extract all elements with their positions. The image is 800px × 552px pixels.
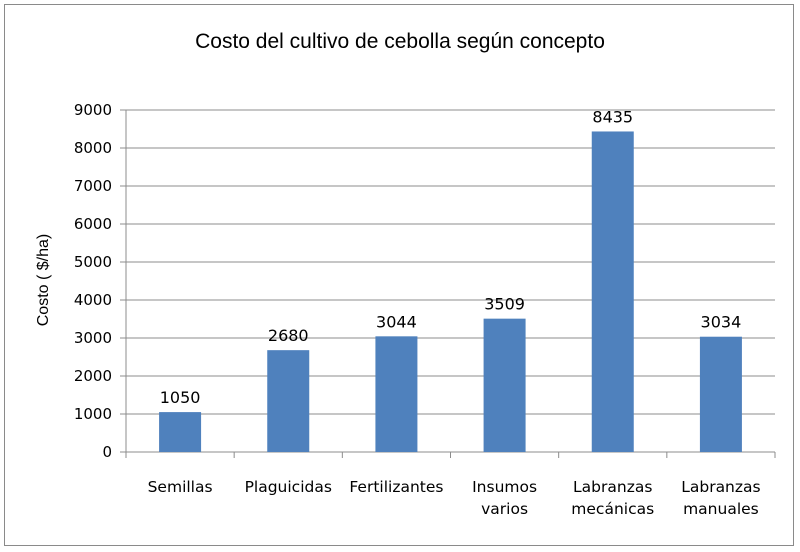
y-tick-label: 5000 xyxy=(74,253,112,271)
data-label: 2680 xyxy=(268,326,309,345)
x-tick-label: Labranzas xyxy=(681,478,760,496)
bar xyxy=(375,336,418,452)
chart-title: Costo del cultivo de cebolla según conce… xyxy=(195,30,605,53)
x-tick-label: Insumos xyxy=(472,478,537,496)
bar xyxy=(699,336,742,452)
x-tick-label: manuales xyxy=(683,500,759,518)
y-tick-label: 2000 xyxy=(74,367,112,385)
x-tick-label: varios xyxy=(481,500,528,518)
bar xyxy=(267,350,310,452)
data-label: 1050 xyxy=(160,388,201,407)
y-tick-label: 8000 xyxy=(74,139,112,157)
data-label: 8435 xyxy=(592,107,633,126)
x-tick-label: Plaguicidas xyxy=(245,478,332,496)
y-tick-label: 3000 xyxy=(74,329,112,347)
data-label: 3509 xyxy=(484,295,525,314)
x-tick-label: Semillas xyxy=(148,478,213,496)
bar xyxy=(591,131,634,452)
y-tick-label: 0 xyxy=(102,443,112,461)
x-tick-label: mecánicas xyxy=(571,500,654,518)
bar xyxy=(483,318,526,452)
bar xyxy=(159,412,202,452)
data-label: 3034 xyxy=(701,313,742,332)
x-tick-label: Labranzas xyxy=(573,478,652,496)
chart-frame xyxy=(4,4,794,546)
x-tick-label: Fertilizantes xyxy=(349,478,443,496)
y-tick-label: 4000 xyxy=(74,291,112,309)
y-tick-label: 6000 xyxy=(74,215,112,233)
y-tick-label: 9000 xyxy=(74,101,112,119)
y-tick-label: 1000 xyxy=(74,405,112,423)
y-tick-label: 7000 xyxy=(74,177,112,195)
data-label: 3044 xyxy=(376,312,417,331)
